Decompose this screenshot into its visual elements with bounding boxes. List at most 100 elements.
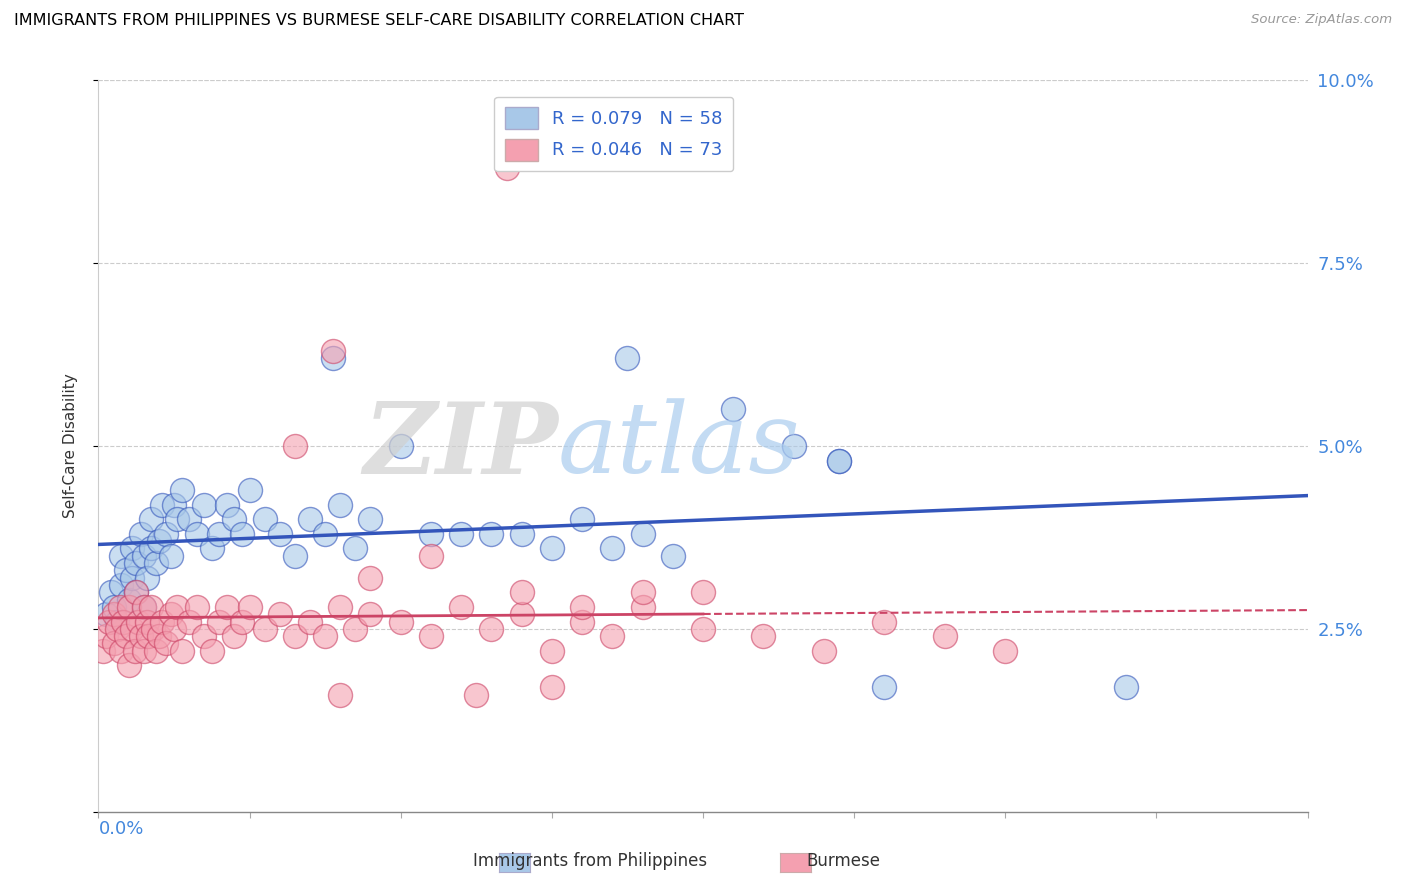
Point	[193, 629, 215, 643]
Point	[135, 615, 157, 629]
Point	[129, 629, 152, 643]
Text: Burmese: Burmese	[807, 852, 880, 870]
Point	[631, 599, 654, 614]
Point	[231, 615, 253, 629]
Point	[110, 644, 132, 658]
Point	[135, 571, 157, 585]
Point	[155, 636, 177, 650]
Point	[170, 644, 193, 658]
Point	[166, 512, 188, 526]
Point	[215, 599, 238, 614]
Point	[692, 622, 714, 636]
Point	[253, 622, 276, 636]
Point	[160, 607, 183, 622]
Point	[142, 622, 165, 636]
Point	[127, 615, 149, 629]
Point	[481, 622, 503, 636]
Point	[360, 607, 382, 622]
Point	[105, 615, 128, 629]
Point	[239, 483, 262, 497]
Point	[723, 402, 745, 417]
Point	[450, 526, 472, 541]
Point	[450, 599, 472, 614]
Text: ZIP: ZIP	[363, 398, 558, 494]
Point	[662, 549, 685, 563]
Text: Source: ZipAtlas.com: Source: ZipAtlas.com	[1251, 13, 1392, 27]
Point	[602, 629, 624, 643]
Point	[103, 599, 125, 614]
Point	[94, 607, 117, 622]
Point	[179, 512, 201, 526]
Point	[873, 681, 896, 695]
Point	[481, 526, 503, 541]
Point	[322, 351, 344, 366]
Point	[91, 644, 114, 658]
Point	[314, 629, 336, 643]
Point	[136, 629, 159, 643]
Point	[155, 526, 177, 541]
Point	[224, 512, 246, 526]
Point	[571, 512, 593, 526]
Point	[141, 599, 163, 614]
Point	[121, 571, 143, 585]
Point	[284, 549, 307, 563]
Point	[510, 526, 533, 541]
Point	[752, 629, 775, 643]
Point	[540, 644, 562, 658]
Point	[571, 599, 593, 614]
Point	[132, 599, 155, 614]
Point	[125, 585, 148, 599]
Point	[253, 512, 276, 526]
Point	[540, 681, 562, 695]
Point	[132, 549, 155, 563]
Text: atlas: atlas	[558, 399, 800, 493]
Point	[163, 498, 186, 512]
Point	[108, 599, 131, 614]
Point	[360, 512, 382, 526]
Point	[465, 688, 488, 702]
Point	[934, 629, 956, 643]
Point	[114, 563, 136, 577]
Point	[121, 622, 143, 636]
Point	[186, 599, 208, 614]
Point	[828, 453, 851, 467]
Point	[132, 599, 155, 614]
Point	[510, 585, 533, 599]
Point	[239, 599, 262, 614]
Point	[166, 599, 188, 614]
Point	[186, 526, 208, 541]
Point	[105, 622, 128, 636]
Point	[299, 512, 322, 526]
Point	[129, 526, 152, 541]
Point	[269, 526, 291, 541]
Point	[110, 549, 132, 563]
Point	[110, 578, 132, 592]
Point	[124, 644, 146, 658]
Point	[540, 541, 562, 556]
Point	[360, 571, 382, 585]
Point	[631, 526, 654, 541]
Point	[215, 498, 238, 512]
Text: Immigrants from Philippines: Immigrants from Philippines	[474, 852, 707, 870]
Point	[150, 615, 173, 629]
Point	[114, 629, 136, 643]
Point	[828, 453, 851, 467]
Point	[163, 622, 186, 636]
Point	[994, 644, 1017, 658]
Point	[389, 615, 412, 629]
Point	[616, 351, 638, 366]
Point	[100, 585, 122, 599]
Legend: R = 0.079   N = 58, R = 0.046   N = 73: R = 0.079 N = 58, R = 0.046 N = 73	[495, 96, 734, 171]
Point	[329, 498, 352, 512]
Point	[231, 526, 253, 541]
Text: IMMIGRANTS FROM PHILIPPINES VS BURMESE SELF-CARE DISABILITY CORRELATION CHART: IMMIGRANTS FROM PHILIPPINES VS BURMESE S…	[14, 13, 744, 29]
Point	[344, 622, 367, 636]
Point	[510, 607, 533, 622]
Point	[179, 615, 201, 629]
Point	[103, 607, 125, 622]
Point	[322, 343, 344, 358]
Point	[145, 556, 167, 570]
Point	[145, 644, 167, 658]
Point	[602, 541, 624, 556]
Point	[121, 541, 143, 556]
